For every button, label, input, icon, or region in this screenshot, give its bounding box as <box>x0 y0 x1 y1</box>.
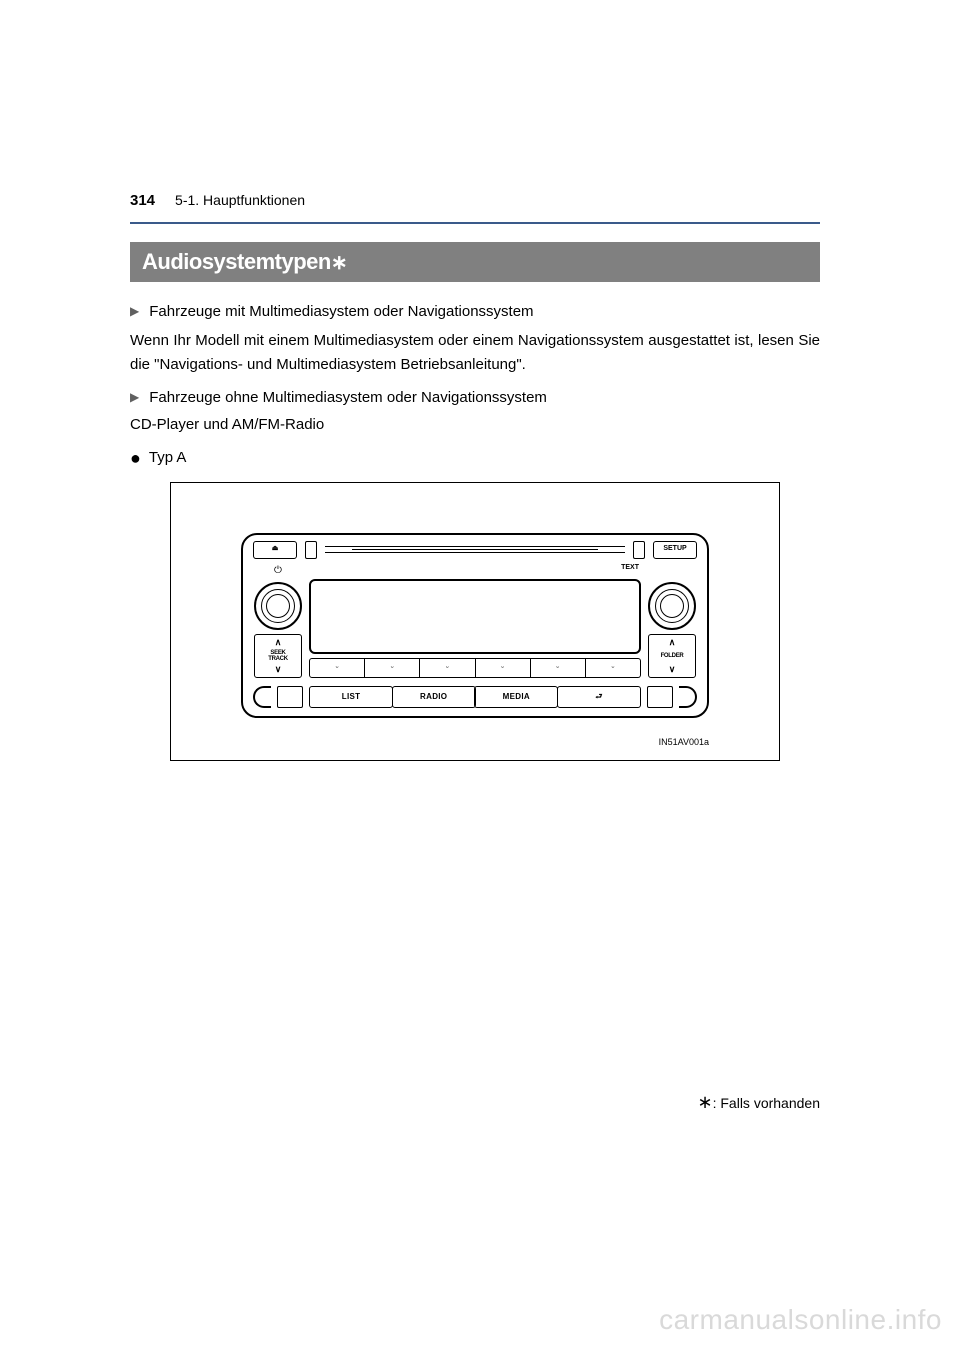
page-number: 314 <box>130 192 155 209</box>
preset-button: ⏑ <box>309 658 365 678</box>
header-rule <box>130 222 820 224</box>
footnote-text: : Falls vorhanden <box>713 1095 820 1111</box>
bracket-right <box>679 686 697 708</box>
type-a-heading: ● Typ A <box>130 446 820 469</box>
setup-label: SETUP <box>663 544 686 555</box>
footnote-asterisk: ∗ <box>698 1092 713 1112</box>
footnote: ∗: Falls vorhanden <box>698 1092 821 1113</box>
caret-down-icon: ∨ <box>275 665 282 674</box>
folder-label: FOLDER <box>661 653 684 659</box>
title-asterisk: ∗ <box>331 252 347 274</box>
track-label: TRACK <box>268 656 288 662</box>
bullet-triangle-icon: ▶ <box>130 386 139 409</box>
list-item: ▶ Fahrzeuge ohne Multimediasystem oder N… <box>130 386 820 409</box>
item2-label: Fahrzeuge ohne Multimediasystem oder Nav… <box>149 386 547 409</box>
bullet-triangle-icon: ▶ <box>130 300 139 323</box>
item1-text: Wenn Ihr Modell mit einem Multimediasyst… <box>130 329 820 376</box>
filled-circle-icon: ● <box>130 449 141 467</box>
preset-button: ⏑ <box>531 658 586 678</box>
page-header: 314 5-1. Hauptfunktionen <box>130 192 820 209</box>
slot-cap-right <box>633 541 645 559</box>
text-label: TEXT <box>309 563 641 575</box>
figure-id: IN51AV001a <box>241 736 709 750</box>
preset-row: ⏑ ⏑ ⏑ ⏑ ⏑ ⏑ <box>309 658 641 678</box>
item1-label: Fahrzeuge mit Multimediasystem oder Navi… <box>149 300 533 323</box>
watermark: carmanualsonline.info <box>659 1304 942 1336</box>
media-button: MEDIA <box>474 686 558 708</box>
list-button: LIST <box>309 686 393 708</box>
title-text: Audiosystemtypen <box>142 249 331 274</box>
preset-button: ⏑ <box>365 658 420 678</box>
caret-up-icon: ∧ <box>669 638 676 647</box>
caret-up-icon: ∧ <box>275 638 282 647</box>
body-text: ▶ Fahrzeuge mit Multimediasystem oder Na… <box>130 300 820 761</box>
seek-track-rocker: ∧ SEEK TRACK ∨ <box>254 634 302 678</box>
power-icon: ⏻ <box>274 563 282 579</box>
item2-text: CD-Player und AM/FM-Radio <box>130 413 820 436</box>
back-icon: ⮐ <box>595 691 603 703</box>
wedge-right <box>647 686 673 708</box>
bottom-button-bar: LIST RADIO MEDIA ⮐ <box>253 686 697 708</box>
preset-button: ⏑ <box>586 658 641 678</box>
section-label: 5-1. Hauptfunktionen <box>175 192 305 208</box>
right-knob-column: x ∧ FOLDER ∨ <box>647 563 697 679</box>
section-titlebar: Audiosystemtypen∗ <box>130 242 820 282</box>
type-a-label: Typ A <box>149 446 187 469</box>
volume-knob <box>254 582 302 630</box>
eject-button: ⏏ <box>253 541 297 559</box>
tune-knob <box>648 582 696 630</box>
list-item: ▶ Fahrzeuge mit Multimediasystem oder Na… <box>130 300 820 323</box>
caret-down-icon: ∨ <box>669 665 676 674</box>
preset-button: ⏑ <box>420 658 475 678</box>
screen-column: TEXT ⏑ ⏑ ⏑ ⏑ ⏑ ⏑ <box>309 563 641 679</box>
page: 314 5-1. Hauptfunktionen Audiosystemtype… <box>0 0 960 1358</box>
eject-icon: ⏏ <box>272 544 279 555</box>
bracket-left <box>253 686 271 708</box>
figure-frame: ⏏ SETUP ⏻ <box>170 482 780 761</box>
slot-cap-left <box>305 541 317 559</box>
folder-rocker: ∧ FOLDER ∨ <box>648 634 696 678</box>
setup-button: SETUP <box>653 541 697 559</box>
display-screen <box>309 579 641 655</box>
left-knob-column: ⏻ ∧ SEEK TRACK ∨ <box>253 563 303 679</box>
section-title: Audiosystemtypen∗ <box>142 249 347 275</box>
radio-button: RADIO <box>392 686 476 708</box>
wedge-left <box>277 686 303 708</box>
cd-slot <box>325 541 625 559</box>
preset-button: ⏑ <box>476 658 531 678</box>
back-button: ⮐ <box>557 686 641 708</box>
car-radio-illustration: ⏏ SETUP ⏻ <box>241 533 709 719</box>
